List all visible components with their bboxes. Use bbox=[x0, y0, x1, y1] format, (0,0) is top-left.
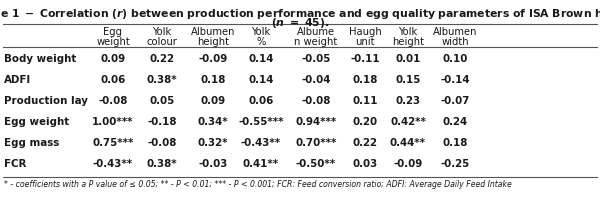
Text: Production lay: Production lay bbox=[4, 96, 88, 106]
Text: * - coefficients with a P value of ≤ 0.05; ** - P < 0.01; *** - P < 0.001; FCR: : * - coefficients with a P value of ≤ 0.0… bbox=[4, 180, 512, 189]
Text: Haugh: Haugh bbox=[349, 27, 382, 37]
Text: -0.04: -0.04 bbox=[301, 75, 331, 85]
Text: 0.94***: 0.94*** bbox=[295, 117, 337, 127]
Text: FCR: FCR bbox=[4, 159, 26, 169]
Text: Egg weight: Egg weight bbox=[4, 117, 69, 127]
Text: 0.38*: 0.38* bbox=[146, 75, 178, 85]
Text: 0.34*: 0.34* bbox=[197, 117, 229, 127]
Text: -0.05: -0.05 bbox=[301, 54, 331, 64]
Text: Yolk: Yolk bbox=[251, 27, 271, 37]
Text: -0.14: -0.14 bbox=[440, 75, 470, 85]
Text: height: height bbox=[392, 37, 424, 47]
Text: 0.11: 0.11 bbox=[352, 96, 378, 106]
Text: -0.43**: -0.43** bbox=[241, 138, 281, 148]
Text: height: height bbox=[197, 37, 229, 47]
Text: 0.18: 0.18 bbox=[200, 75, 226, 85]
Text: 0.20: 0.20 bbox=[352, 117, 377, 127]
Text: 0.41**: 0.41** bbox=[243, 159, 279, 169]
Text: -0.03: -0.03 bbox=[199, 159, 227, 169]
Text: unit: unit bbox=[355, 37, 375, 47]
Text: 0.32*: 0.32* bbox=[198, 138, 228, 148]
Text: width: width bbox=[441, 37, 469, 47]
Text: -0.55***: -0.55*** bbox=[238, 117, 284, 127]
Text: -0.11: -0.11 bbox=[350, 54, 380, 64]
Text: 0.22: 0.22 bbox=[149, 54, 175, 64]
Text: -0.07: -0.07 bbox=[440, 96, 470, 106]
Text: -0.08: -0.08 bbox=[301, 96, 331, 106]
Text: $\mathbf{(}$$\bfit{n}$$\mathbf{\ =\ 45).}$: $\mathbf{(}$$\bfit{n}$$\mathbf{\ =\ 45).… bbox=[271, 16, 329, 30]
Text: Egg: Egg bbox=[104, 27, 122, 37]
Text: -0.09: -0.09 bbox=[199, 54, 227, 64]
Text: 0.22: 0.22 bbox=[353, 138, 377, 148]
Text: 0.18: 0.18 bbox=[442, 138, 467, 148]
Text: 0.09: 0.09 bbox=[100, 54, 125, 64]
Text: 0.24: 0.24 bbox=[442, 117, 467, 127]
Text: ADFI: ADFI bbox=[4, 75, 31, 85]
Text: 0.18: 0.18 bbox=[352, 75, 377, 85]
Text: -0.08: -0.08 bbox=[98, 96, 128, 106]
Text: 0.01: 0.01 bbox=[395, 54, 421, 64]
Text: 0.38*: 0.38* bbox=[146, 159, 178, 169]
Text: Yolk: Yolk bbox=[152, 27, 172, 37]
Text: 0.10: 0.10 bbox=[442, 54, 467, 64]
Text: colour: colour bbox=[146, 37, 178, 47]
Text: -0.18: -0.18 bbox=[147, 117, 177, 127]
Text: 0.06: 0.06 bbox=[248, 96, 274, 106]
Text: Albume: Albume bbox=[297, 27, 335, 37]
Text: 0.14: 0.14 bbox=[248, 75, 274, 85]
Text: 0.14: 0.14 bbox=[248, 54, 274, 64]
Text: Yolk: Yolk bbox=[398, 27, 418, 37]
Text: -0.25: -0.25 bbox=[440, 159, 470, 169]
Text: 0.03: 0.03 bbox=[352, 159, 377, 169]
Text: Egg mass: Egg mass bbox=[4, 138, 59, 148]
Text: 0.05: 0.05 bbox=[149, 96, 175, 106]
Text: Albumen: Albumen bbox=[191, 27, 235, 37]
Text: 0.09: 0.09 bbox=[200, 96, 226, 106]
Text: %: % bbox=[256, 37, 266, 47]
Text: -0.43**: -0.43** bbox=[93, 159, 133, 169]
Text: weight: weight bbox=[96, 37, 130, 47]
Text: -0.50**: -0.50** bbox=[296, 159, 336, 169]
Text: 0.15: 0.15 bbox=[395, 75, 421, 85]
Text: 0.06: 0.06 bbox=[100, 75, 125, 85]
Text: $\mathbf{Table\ 1\ -\ Correlation\ (}$$\bfit{r}$$\mathbf{)\ between\ production\: $\mathbf{Table\ 1\ -\ Correlation\ (}$$\… bbox=[0, 7, 600, 21]
Text: 0.44**: 0.44** bbox=[390, 138, 426, 148]
Text: -0.09: -0.09 bbox=[394, 159, 422, 169]
Text: n weight: n weight bbox=[295, 37, 338, 47]
Text: Albumen: Albumen bbox=[433, 27, 477, 37]
Text: -0.08: -0.08 bbox=[148, 138, 176, 148]
Text: 1.00***: 1.00*** bbox=[92, 117, 134, 127]
Text: 0.75***: 0.75*** bbox=[92, 138, 134, 148]
Text: 0.42**: 0.42** bbox=[390, 117, 426, 127]
Text: Body weight: Body weight bbox=[4, 54, 76, 64]
Text: 0.70***: 0.70*** bbox=[295, 138, 337, 148]
Text: 0.23: 0.23 bbox=[395, 96, 421, 106]
